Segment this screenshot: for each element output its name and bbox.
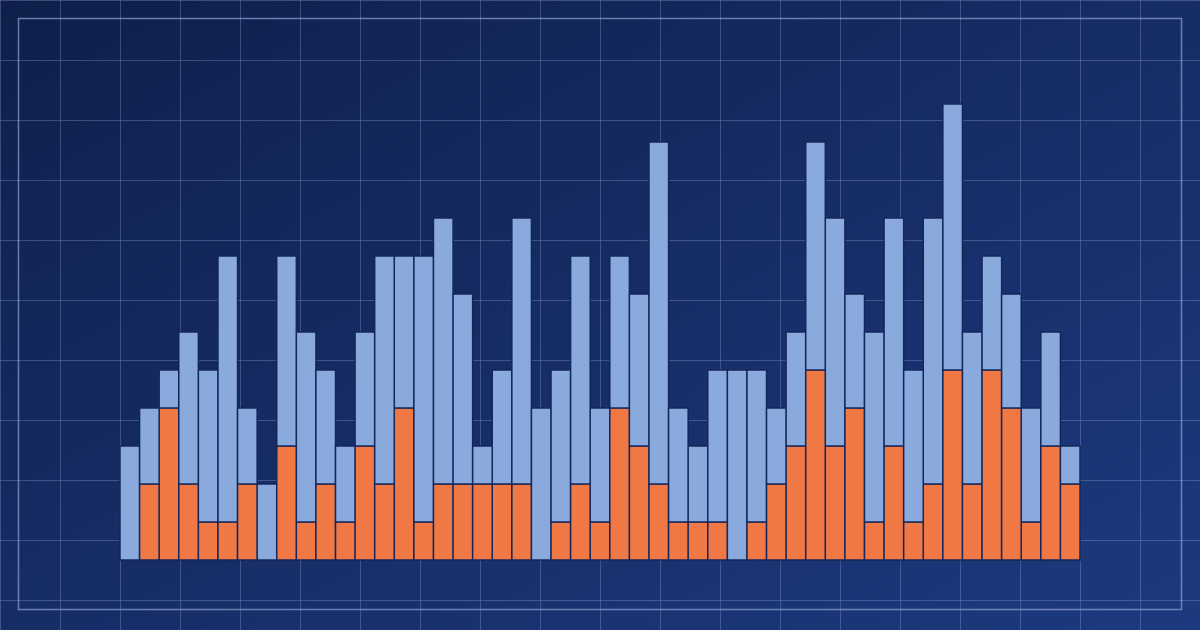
bar-segment bbox=[491, 369, 513, 485]
bar-segment bbox=[373, 483, 396, 561]
bar-segment bbox=[334, 445, 356, 523]
bar-segment bbox=[589, 407, 611, 523]
bar-segment bbox=[471, 483, 493, 561]
bar-segment bbox=[726, 369, 748, 561]
bar-segment bbox=[648, 141, 670, 485]
bar-segment bbox=[902, 521, 925, 561]
bar-segment bbox=[393, 255, 415, 409]
bar-segment bbox=[922, 483, 944, 561]
bar-segment bbox=[628, 293, 650, 447]
bar-segment bbox=[550, 369, 572, 523]
bar-segment bbox=[393, 407, 415, 561]
bar-segment bbox=[275, 445, 298, 561]
bar-segment bbox=[981, 369, 1003, 561]
bar-segment bbox=[902, 369, 925, 523]
bar-segment bbox=[217, 521, 239, 561]
bar-segment bbox=[707, 521, 729, 561]
bar-segment bbox=[746, 369, 768, 523]
bar-segment bbox=[511, 483, 533, 561]
bar-segment bbox=[942, 103, 964, 371]
bar-segment bbox=[197, 369, 219, 523]
bar-segment bbox=[863, 521, 885, 561]
bar-segment bbox=[687, 445, 709, 523]
bar-segment bbox=[530, 407, 552, 561]
bar-segment bbox=[158, 407, 180, 561]
bar-segment bbox=[432, 217, 454, 485]
bar-segment bbox=[413, 255, 435, 523]
bar-segment bbox=[1040, 445, 1062, 561]
bar-segment bbox=[1000, 293, 1022, 409]
bar-segment bbox=[491, 483, 513, 561]
bar-segment bbox=[942, 369, 964, 561]
bar-segment bbox=[883, 217, 905, 447]
bar-segment bbox=[315, 483, 337, 561]
bar-segment bbox=[765, 407, 787, 485]
bar-segment bbox=[648, 483, 670, 561]
bar-segment bbox=[667, 521, 689, 561]
bar-segment bbox=[863, 331, 885, 523]
bar-segment bbox=[452, 483, 474, 561]
bar-segment bbox=[824, 445, 846, 561]
bar-segment bbox=[844, 293, 866, 409]
bar-segment bbox=[138, 483, 160, 561]
bar-segment bbox=[178, 331, 200, 485]
bar-segment bbox=[158, 369, 180, 409]
bar-segment bbox=[334, 521, 356, 561]
bar-segment bbox=[609, 255, 631, 409]
bars bbox=[119, 103, 1081, 561]
bar-segment bbox=[1059, 445, 1081, 485]
bar-segment bbox=[961, 331, 983, 485]
bar-segment bbox=[119, 445, 141, 561]
bar-segment bbox=[628, 445, 650, 561]
bar-segment bbox=[687, 521, 709, 561]
bar-segment bbox=[1020, 521, 1042, 561]
bar-segment bbox=[609, 407, 631, 561]
bar-segment bbox=[569, 483, 591, 561]
bar-segment bbox=[236, 483, 258, 561]
bar-segment bbox=[785, 445, 807, 561]
bar-segment bbox=[471, 445, 493, 485]
bar-segment bbox=[511, 217, 533, 485]
bar-segment bbox=[236, 407, 258, 485]
bar-segment bbox=[922, 217, 944, 485]
bar-segment bbox=[432, 483, 454, 561]
bar-segment bbox=[197, 521, 219, 561]
bar-segment bbox=[804, 369, 827, 561]
bar-segment bbox=[256, 483, 278, 561]
bar-segment bbox=[550, 521, 572, 561]
frame bbox=[17, 17, 1183, 611]
bar-segment bbox=[295, 521, 317, 561]
bar-segment bbox=[667, 407, 689, 523]
bar-segment bbox=[413, 521, 435, 561]
bar-segment bbox=[315, 369, 337, 485]
bar-segment bbox=[295, 331, 317, 523]
bar-segment bbox=[785, 331, 807, 447]
bar-segment bbox=[746, 521, 768, 561]
bar-segment bbox=[138, 407, 160, 485]
bar-segment bbox=[354, 445, 376, 561]
bar-segment bbox=[765, 483, 787, 561]
bar-segment bbox=[961, 483, 983, 561]
bar-segment bbox=[217, 255, 239, 523]
bar-segment bbox=[589, 521, 611, 561]
bar-segment bbox=[1020, 407, 1042, 523]
bar-segment bbox=[452, 293, 474, 485]
bar-segment bbox=[1059, 483, 1081, 561]
bar-segment bbox=[1000, 407, 1022, 561]
bar-segment bbox=[707, 369, 729, 523]
bar-segment bbox=[275, 255, 298, 447]
bar-segment bbox=[883, 445, 905, 561]
bar-segment bbox=[804, 141, 827, 371]
bar-segment bbox=[178, 483, 200, 561]
bar-segment bbox=[981, 255, 1003, 371]
bar-segment bbox=[569, 255, 591, 485]
bar-segment bbox=[824, 217, 846, 447]
bar-segment bbox=[373, 255, 396, 485]
bar-segment bbox=[1040, 331, 1062, 447]
bar-segment bbox=[354, 331, 376, 447]
bar-segment bbox=[844, 407, 866, 561]
